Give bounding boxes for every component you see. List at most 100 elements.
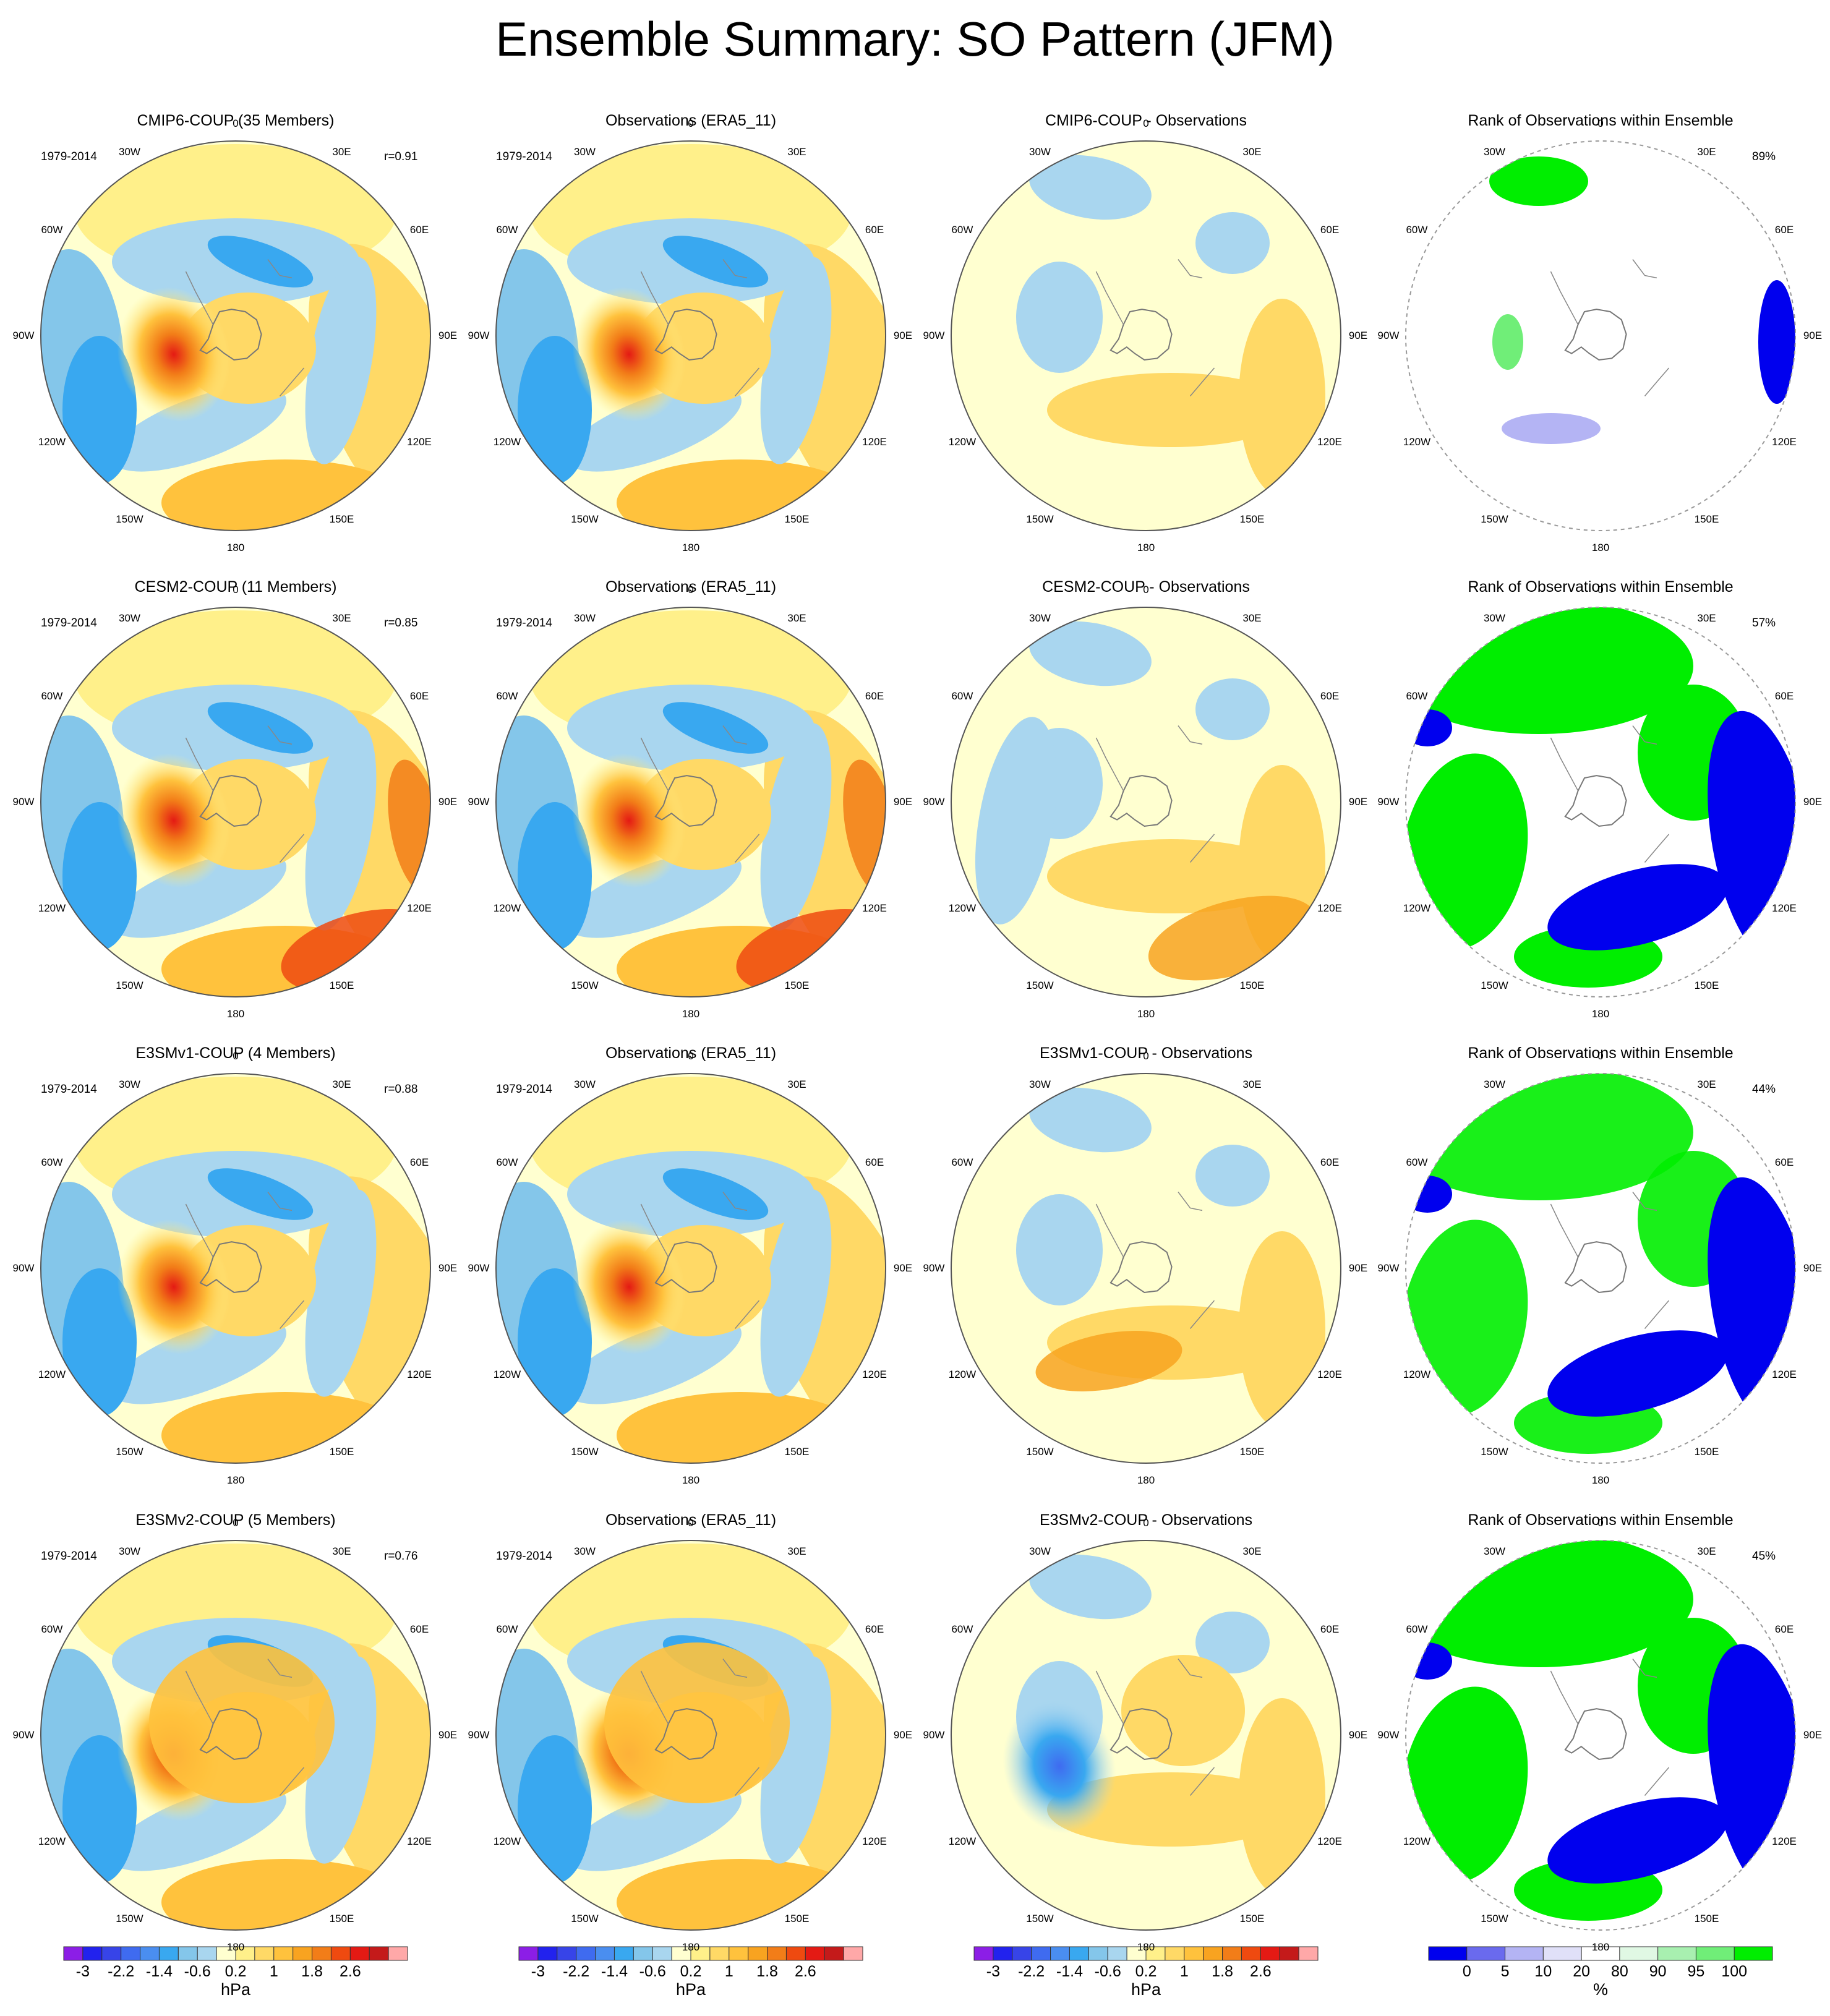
antarctica-coastline	[654, 1241, 717, 1294]
longitude-label: 150E	[1694, 1446, 1719, 1458]
africa-coastline	[267, 725, 293, 745]
longitude-label: 60E	[1774, 1156, 1794, 1168]
longitude-label: 90W	[468, 1262, 490, 1274]
negative-ring-south	[111, 852, 286, 938]
longitude-label: 30W	[119, 612, 140, 624]
longitude-label: 30E	[332, 1078, 351, 1090]
rank-low-region	[1758, 280, 1795, 404]
panel-title: Observations (ERA5_11)	[605, 1511, 777, 1529]
colorbar-segment	[1542, 1946, 1582, 1961]
colorbar-segment	[369, 1946, 389, 1961]
longitude-label: 30E	[332, 1545, 351, 1557]
pattern-correlation-label: r=0.76	[384, 1550, 418, 1563]
period-label: 1979-2014	[496, 150, 552, 163]
colorbar-segment	[197, 1946, 217, 1961]
positive-core-amundsen	[117, 287, 231, 422]
antarctica-coastline	[1564, 1708, 1627, 1761]
longitude-label: 60W	[496, 690, 518, 702]
rank-low-region	[1406, 1642, 1452, 1680]
antarctica-coastline	[1110, 309, 1173, 361]
positive-region-south	[617, 459, 864, 531]
longitude-label: 60W	[496, 223, 518, 236]
difference-negative-north	[1029, 155, 1152, 220]
map-outline	[1405, 140, 1796, 531]
longitude-label: 150W	[571, 980, 599, 992]
colorbar-segment	[576, 1946, 596, 1961]
colorbar-segment	[330, 1946, 351, 1961]
negative-core-north	[662, 702, 769, 754]
longitude-label: 90W	[12, 796, 35, 808]
longitude-label: 150E	[329, 513, 354, 526]
longitude-label: 120E	[862, 1368, 887, 1380]
longitude-label: 30E	[787, 1545, 806, 1557]
longitude-label: 150E	[329, 1913, 354, 1925]
map-outline	[1405, 1540, 1796, 1931]
colorbar-segment	[633, 1946, 653, 1961]
longitude-label: 60W	[1406, 1156, 1428, 1168]
negative-core-north	[207, 236, 314, 288]
colorbar-tick-label: -0.6	[184, 1963, 211, 1980]
longitude-label: 0	[688, 1517, 694, 1529]
longitude-label: 60E	[865, 1156, 884, 1168]
africa-coastline	[1632, 725, 1657, 745]
colorbar-segment	[1088, 1946, 1108, 1961]
longitude-label: 150W	[116, 1446, 143, 1458]
colorbar-segment	[121, 1946, 141, 1961]
longitude-label: 0	[233, 584, 239, 596]
difference-positive-core	[1035, 1331, 1182, 1391]
south-america-coastline	[640, 737, 669, 792]
longitude-label: 60W	[951, 690, 973, 702]
colorbar-segment	[1222, 1946, 1242, 1961]
longitude-label: 0	[1143, 584, 1149, 596]
map-outline	[40, 1540, 431, 1931]
colorbar-segment	[1695, 1946, 1735, 1961]
longitude-label: 0	[1143, 1517, 1149, 1529]
longitude-label: 150E	[329, 980, 354, 992]
longitude-label: 30W	[574, 145, 596, 158]
longitude-label: 60E	[865, 223, 884, 236]
colorbar-units: hPa	[1131, 1980, 1161, 1999]
colorbar-tick-label: 1.8	[301, 1963, 323, 1980]
colorbar-tick-label: -0.6	[1094, 1963, 1121, 1980]
colorbar-segment	[1050, 1946, 1070, 1961]
longitude-label: 120W	[1403, 1368, 1431, 1380]
longitude-label: 120W	[493, 435, 521, 448]
longitude-label: 60E	[409, 223, 429, 236]
longitude-label: 30W	[1484, 612, 1505, 624]
longitude-label: 150W	[1481, 513, 1508, 526]
period-label: 1979-2014	[496, 1083, 552, 1096]
colorbar-units: %	[1593, 1980, 1609, 1999]
longitude-label: 60W	[1406, 690, 1428, 702]
longitude-label: 120W	[948, 1368, 977, 1380]
colorbar-segment	[537, 1946, 558, 1961]
panel-title: Rank of Observations within Ensemble	[1468, 112, 1734, 129]
colorbar-segment	[729, 1946, 749, 1961]
colorbar-tick-label: -1.4	[145, 1963, 173, 1980]
panel-title: Rank of Observations within Ensemble	[1468, 578, 1734, 596]
colorbar-segment	[1031, 1946, 1051, 1961]
colorbar-segment	[140, 1946, 160, 1961]
longitude-label: 120W	[1403, 435, 1431, 448]
africa-coastline	[722, 1659, 748, 1678]
south-america-coastline	[185, 1203, 214, 1258]
panel-title: Rank of Observations within Ensemble	[1468, 1044, 1734, 1062]
longitude-label: 120E	[407, 902, 432, 914]
colorbar-segment	[63, 1946, 83, 1961]
antarctica-coastline	[199, 309, 262, 361]
map-panel-r4-c1	[40, 1540, 431, 1931]
positive-core-amundsen	[117, 753, 231, 888]
longitude-label: 180	[1137, 542, 1155, 553]
map-panel-r1-c2	[495, 140, 886, 531]
south-america-coastline	[1550, 1203, 1579, 1258]
longitude-label: 60W	[951, 1156, 973, 1168]
colorbar-segment	[388, 1946, 408, 1961]
negative-ring-south	[566, 852, 742, 938]
south-america-coastline	[1550, 271, 1579, 325]
negative-ring-south	[111, 385, 286, 472]
longitude-label: 180	[1591, 1941, 1610, 1953]
negative-ring-east	[760, 1189, 832, 1397]
positive-core-amundsen	[117, 1219, 231, 1354]
longitude-label: 30E	[1697, 145, 1716, 158]
longitude-label: 150W	[571, 1446, 599, 1458]
